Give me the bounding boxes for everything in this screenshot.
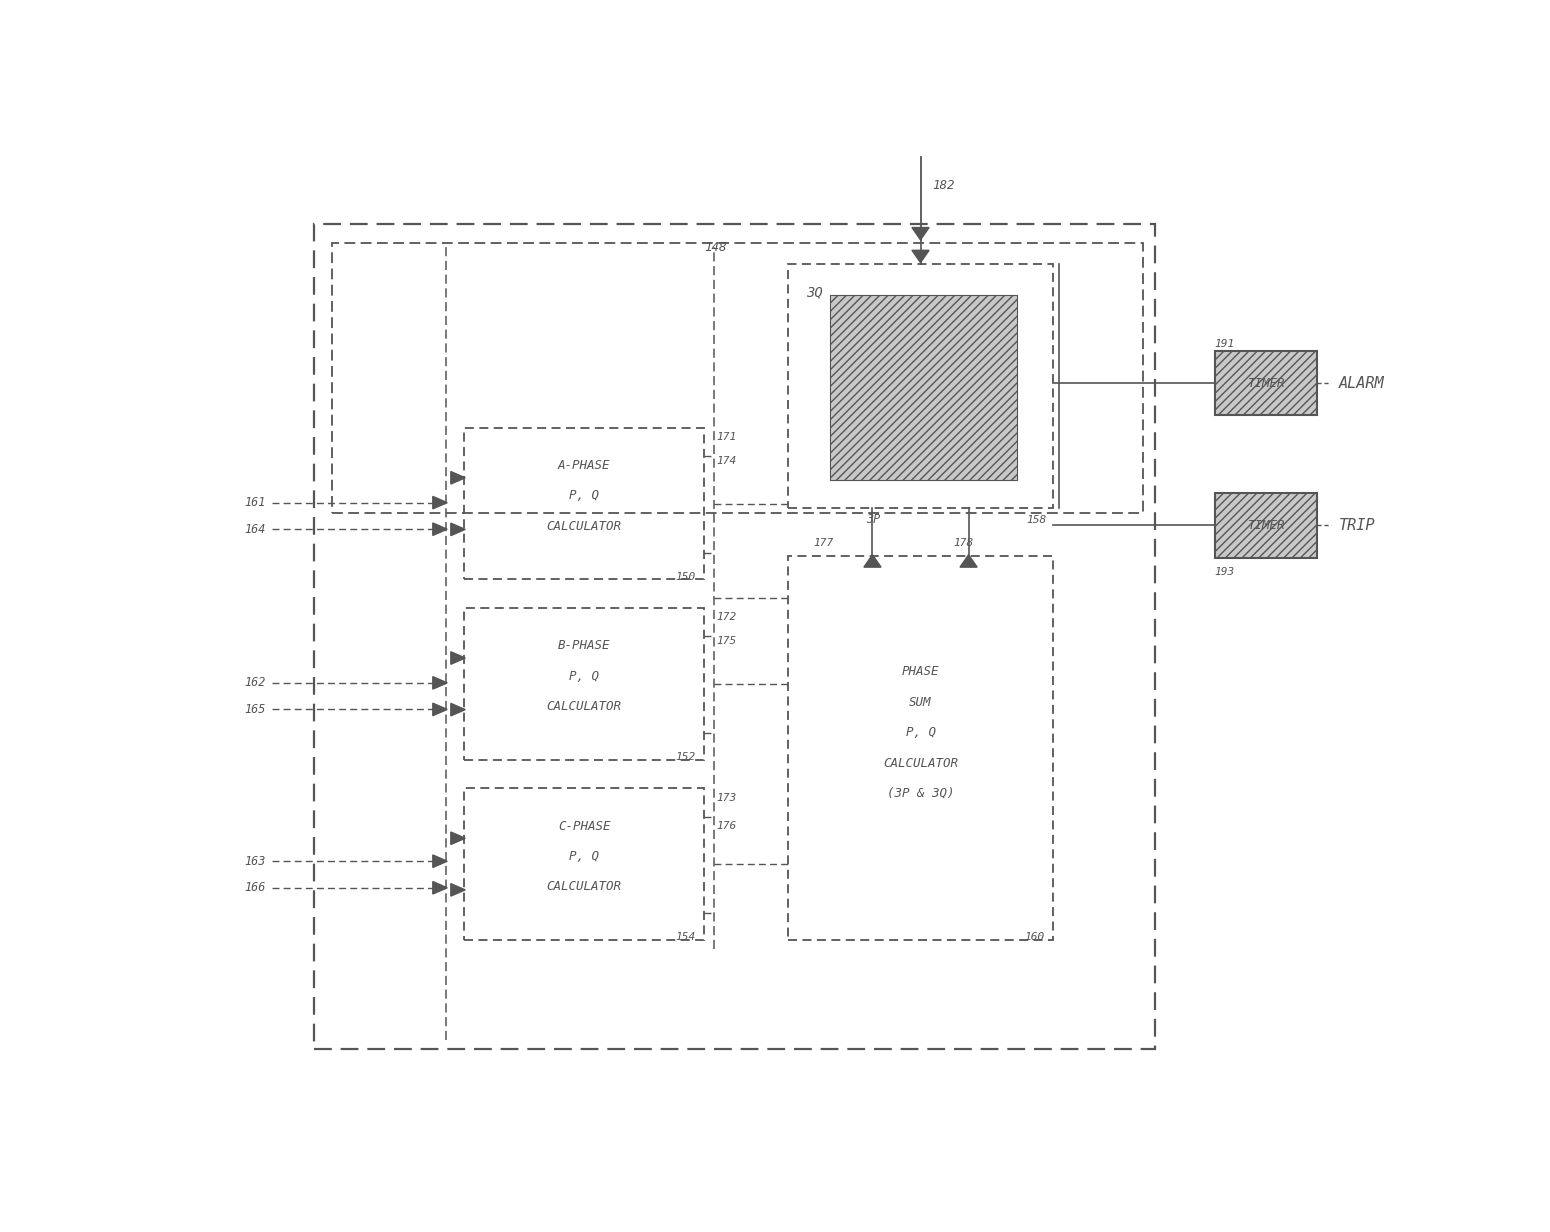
Text: 191: 191 [1215,339,1235,349]
Text: 173: 173 [716,792,736,803]
Text: ALARM: ALARM [1339,376,1384,391]
Text: 154: 154 [676,933,696,942]
Text: PHASE: PHASE [902,665,939,679]
Text: (3P & 3Q): (3P & 3Q) [887,787,955,800]
Text: 178: 178 [953,538,973,548]
Text: 175: 175 [716,636,736,646]
Text: 164: 164 [245,522,267,536]
Text: 171: 171 [716,432,736,442]
Text: 160: 160 [1025,933,1045,942]
Polygon shape [863,554,880,567]
Bar [789,264,1052,509]
Polygon shape [432,703,448,716]
Polygon shape [432,496,448,509]
Polygon shape [432,882,448,894]
Text: P, Q: P, Q [569,670,600,683]
Text: 162: 162 [245,676,267,690]
Text: 163: 163 [245,855,267,867]
Text: TIMER: TIMER [1248,519,1285,532]
Text: SUM: SUM [910,696,932,708]
Text: C-PHASE: C-PHASE [558,819,611,833]
Bar [789,556,1052,940]
Polygon shape [451,472,465,484]
Text: CALCULATOR: CALCULATOR [547,520,622,533]
Text: 182: 182 [933,180,955,192]
Text: 176: 176 [716,821,736,832]
Text: TIMER: TIMER [1248,377,1285,389]
Text: 148: 148 [704,241,727,254]
Polygon shape [451,832,465,844]
Text: 166: 166 [245,881,267,894]
Text: TRIP: TRIP [1339,517,1375,533]
Text: 193: 193 [1215,567,1235,577]
Text: 3P: 3P [866,514,880,526]
Bar [1215,493,1318,558]
Text: 161: 161 [245,496,267,509]
Polygon shape [911,228,928,240]
Text: 158: 158 [1026,515,1046,525]
Polygon shape [432,676,448,689]
Text: CALCULATOR: CALCULATOR [547,700,622,713]
Bar [463,428,704,579]
Bar [1215,351,1318,415]
Bar [332,243,1142,513]
Text: 152: 152 [676,752,696,761]
Polygon shape [451,883,465,896]
Text: P, Q: P, Q [905,726,936,739]
Text: 150: 150 [676,572,696,582]
Polygon shape [451,703,465,716]
Polygon shape [432,522,448,536]
Polygon shape [451,652,465,664]
Bar [463,607,704,760]
Polygon shape [451,524,465,536]
Text: CALCULATOR: CALCULATOR [883,756,958,770]
Bar [463,788,704,940]
Text: 165: 165 [245,703,267,716]
Text: 3Q: 3Q [806,285,823,299]
Text: B-PHASE: B-PHASE [558,639,611,653]
Text: A-PHASE: A-PHASE [558,460,611,472]
Text: 172: 172 [716,612,736,622]
Polygon shape [959,554,977,567]
Text: 177: 177 [814,538,834,548]
Polygon shape [432,855,448,867]
Polygon shape [911,250,928,262]
Text: 174: 174 [716,456,736,466]
Bar [831,294,1017,479]
Bar [313,224,1155,1048]
Text: P, Q: P, Q [569,489,600,503]
Text: P, Q: P, Q [569,850,600,862]
Text: CALCULATOR: CALCULATOR [547,881,622,893]
